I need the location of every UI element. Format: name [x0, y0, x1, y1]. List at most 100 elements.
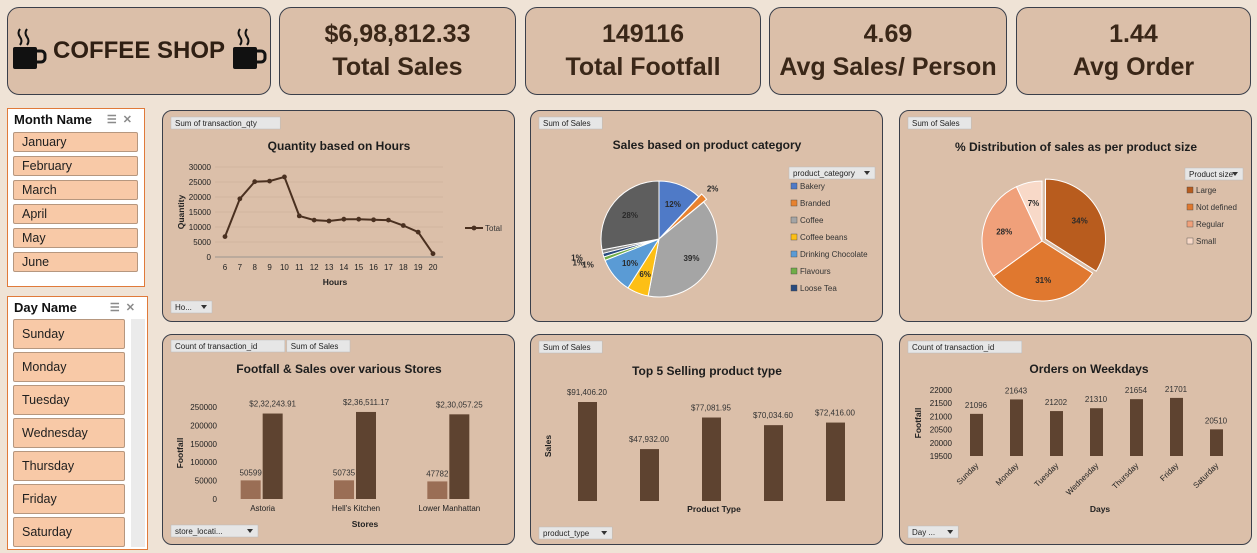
slicer-item-february[interactable]: February: [13, 156, 138, 176]
pie-slice: [981, 186, 1043, 277]
field-tag-box: [538, 340, 603, 354]
x-axis-label: Product Type: [687, 504, 741, 514]
filter-tag[interactable]: Day ...: [912, 528, 935, 537]
legend-label: Loose Tea: [800, 284, 837, 293]
slicer-item-january[interactable]: January: [13, 132, 138, 152]
sales-bar: [356, 411, 376, 499]
y-tick-label: 200000: [190, 421, 217, 430]
bar-data-label: $2,36,511.17: [343, 398, 390, 407]
dropdown-arrow-icon[interactable]: [201, 305, 207, 309]
x-tick-label: 18: [399, 263, 408, 272]
multi-select-icon[interactable]: ☰✕: [106, 113, 138, 126]
slicer-item-wednesday[interactable]: Wednesday: [13, 418, 125, 448]
product-type-bar: [640, 449, 659, 501]
bar-data-label: 47782: [426, 469, 449, 478]
bar-data-label: 21096: [965, 401, 988, 410]
legend-title[interactable]: Product size: [1189, 170, 1234, 179]
slicer-item-tuesday[interactable]: Tuesday: [13, 385, 125, 415]
legend-label: Drinking Chocolate: [800, 250, 868, 259]
slicer-item-monday[interactable]: Monday: [13, 352, 125, 382]
slicer-item-thursday[interactable]: Thursday: [13, 451, 125, 481]
filter-tag[interactable]: store_locati...: [175, 527, 223, 536]
y-axis-label: Quantity: [176, 194, 186, 229]
y-tick-label: 19500: [930, 452, 953, 461]
x-tick-label: Lower Manhattan: [418, 504, 480, 513]
y-axis-label: Sales: [543, 435, 553, 457]
bar-data-label: 21701: [1165, 385, 1188, 394]
slicer-title: Month Name: [14, 111, 92, 127]
dropdown-arrow-icon[interactable]: [247, 529, 253, 533]
x-axis-label: Hours: [323, 277, 348, 287]
y-tick-label: 150000: [190, 440, 217, 449]
pie-slice: [661, 193, 708, 237]
filter-tag-box[interactable]: [907, 525, 959, 539]
footfall-bar: [427, 481, 448, 499]
y-tick-label: 22000: [930, 386, 953, 395]
kpi-value: 4.69: [863, 20, 913, 48]
size-pie-chart-panel: Sum of Sales % Distribution of sales as p…: [899, 110, 1252, 322]
dropdown-arrow-icon[interactable]: [947, 530, 954, 534]
pie-slice: [1015, 180, 1043, 242]
x-tick-label: Thursday: [1110, 461, 1140, 491]
slicer-item-june[interactable]: June: [13, 252, 138, 272]
legend-filter-box[interactable]: [788, 166, 876, 180]
product-type-bar: [578, 402, 597, 501]
field-tag: Sum of transaction_qty: [175, 119, 257, 128]
slicer-item-april[interactable]: April: [13, 204, 138, 224]
legend-swatch-marker: [471, 225, 477, 231]
x-tick-label: Friday: [1158, 461, 1180, 483]
slicer-item-sunday[interactable]: Sunday: [13, 319, 125, 349]
legend-label: Branded: [800, 199, 830, 208]
data-point: [386, 217, 391, 223]
sales-bar: [449, 414, 470, 499]
product-type-bar-chart-panel: Sum of Sales Top 5 Selling product type $9…: [530, 334, 883, 545]
filter-tag-box[interactable]: [170, 524, 259, 538]
data-point: [252, 179, 258, 185]
kpi-total-sales: $6,98,812.33 Total Sales: [279, 7, 516, 95]
legend-swatch: [1186, 220, 1194, 228]
data-point: [371, 217, 376, 223]
slice-data-label: 1%: [571, 253, 583, 262]
y-axis-label: Footfall: [175, 438, 185, 469]
y-tick-label: 15000: [189, 208, 212, 217]
chart-title: Quantity based on Hours: [268, 139, 411, 153]
y-tick-label: 21500: [930, 399, 953, 408]
dropdown-arrow-icon[interactable]: [601, 531, 608, 535]
slicer-item-may[interactable]: May: [13, 228, 138, 248]
product-type-bar: [702, 417, 721, 501]
legend-swatch: [1186, 237, 1194, 245]
dropdown-arrow-icon[interactable]: [864, 171, 870, 175]
field-tag: Sum of Sales: [291, 342, 339, 351]
weekday-bar: [1010, 399, 1023, 456]
legend-swatch: [790, 267, 798, 275]
pie-slice: [1045, 178, 1106, 272]
kpi-label: Avg Sales/ Person: [779, 53, 997, 81]
slicer-scrollbar[interactable]: [131, 319, 145, 547]
field-tag: Sum of Sales: [543, 119, 591, 128]
filter-tag[interactable]: product_type: [543, 529, 590, 538]
x-tick-label: 16: [369, 263, 378, 272]
multi-select-icon[interactable]: ☰✕: [109, 301, 141, 314]
pie-slice: [992, 240, 1094, 302]
legend-filter-box[interactable]: [1184, 167, 1244, 181]
coffee-cup-icon: [231, 27, 267, 76]
legend-title[interactable]: product_category: [793, 169, 855, 178]
legend-label: Bakery: [800, 182, 825, 191]
filter-tag[interactable]: Ho...: [175, 303, 192, 312]
field-tag: Count of transaction_id: [912, 343, 994, 352]
filter-tag-box[interactable]: [170, 300, 213, 314]
slicer-item-friday[interactable]: Friday: [13, 484, 125, 514]
slicer-title: Day Name: [14, 299, 77, 315]
weekday-bar: [970, 413, 983, 456]
slicer-item-saturday[interactable]: Saturday: [13, 517, 125, 547]
bar-data-label: $2,32,243.91: [249, 400, 296, 409]
dropdown-arrow-icon[interactable]: [1232, 172, 1238, 176]
y-tick-label: 21000: [930, 412, 953, 421]
x-tick-label: Hell's Kitchen: [332, 504, 380, 513]
slicer-item-march[interactable]: March: [13, 180, 138, 200]
kpi-value: 1.44: [1109, 20, 1158, 48]
weekday-bar-chart-panel: Count of transaction_id Orders on Weekday…: [899, 334, 1252, 545]
filter-tag-box[interactable]: [538, 526, 613, 540]
month-slicer: Month Name ☰✕ January February March Apri…: [7, 108, 145, 287]
y-tick-label: 100000: [190, 458, 217, 467]
